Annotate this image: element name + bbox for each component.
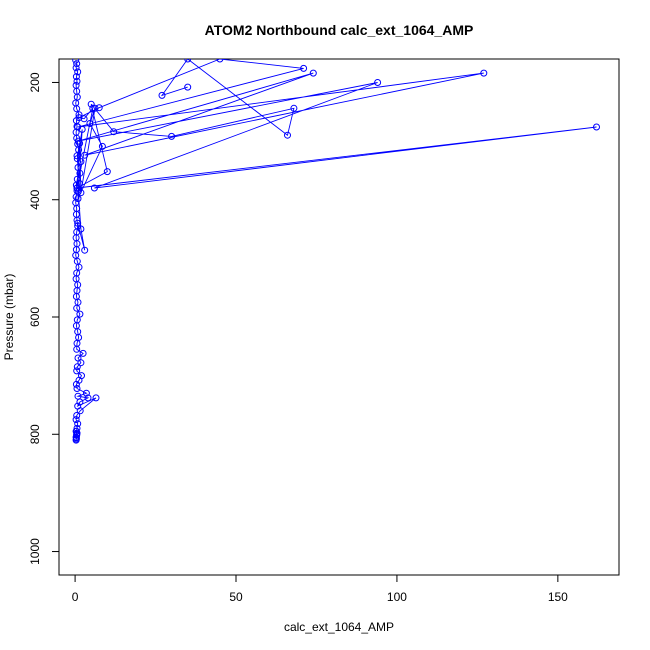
data-point [73,77,81,85]
y-tick-label: 1000 [28,538,42,565]
data-point [216,59,224,63]
data-point [84,394,92,402]
data-point [480,69,488,77]
data-point [72,434,80,442]
series-line [76,59,597,251]
data-point [72,380,80,388]
data-point [184,83,192,91]
y-tick-label: 600 [28,307,42,327]
series-layer [72,59,600,444]
data-point [72,416,80,424]
data-point [76,310,84,318]
x-tick-label: 150 [548,590,568,604]
data-point [77,359,85,367]
data-point [168,132,176,140]
data-point [73,367,81,375]
data-point [374,79,382,86]
x-axis: 0 50 100 150 [72,574,568,604]
data-point [158,91,166,99]
x-tick-label: 50 [229,590,243,604]
data-point [79,349,87,357]
data-point [73,430,81,438]
data-point [73,345,81,353]
data-point [92,394,100,402]
data-point [82,389,90,397]
data-point [74,68,82,76]
data-point [74,219,82,227]
data-point [89,104,97,112]
data-point [72,73,80,81]
data-point [593,123,600,131]
y-tick-label: 800 [28,424,42,444]
data-point [184,59,192,63]
data-point [81,246,89,254]
data-point [73,385,81,392]
data-point [72,427,80,435]
data-point [72,59,80,64]
chart-title: ATOM2 Northbound calc_ext_1064_AMP [205,22,474,38]
data-point [75,179,83,187]
x-axis-label: calc_ext_1064_AMP [284,620,394,634]
data-point [74,188,82,195]
data-point [74,195,82,203]
data-point [290,104,298,112]
x-tick-label: 0 [72,590,79,604]
data-point [98,142,106,150]
data-point [73,105,81,113]
data-point [87,100,95,108]
data-point [110,128,118,136]
data-point [73,412,81,419]
data-point [103,168,111,176]
y-axis: 200 400 600 800 1000 [28,72,60,565]
data-point [75,263,83,271]
y-axis-label: Pressure (mbar) [2,274,16,361]
data-point [78,125,86,133]
data-point [72,64,80,72]
y-tick-label: 400 [28,189,42,209]
data-point [73,155,81,163]
plot-frame [58,58,620,576]
y-tick-label: 200 [28,72,42,92]
data-point [86,120,94,127]
data-point [80,115,88,123]
data-point [309,69,317,77]
data-point [77,225,85,233]
data-point [76,139,84,147]
data-point [74,420,82,428]
data-point [73,363,81,371]
data-point [90,184,98,192]
data-point [91,104,99,112]
data-point [300,64,308,72]
data-point [81,151,89,159]
data-point [75,114,83,122]
data-point [73,60,81,68]
data-point [73,304,81,312]
data-point [76,407,84,415]
x-tick-label: 100 [387,590,407,604]
data-point [284,131,291,139]
data-point [76,398,84,406]
